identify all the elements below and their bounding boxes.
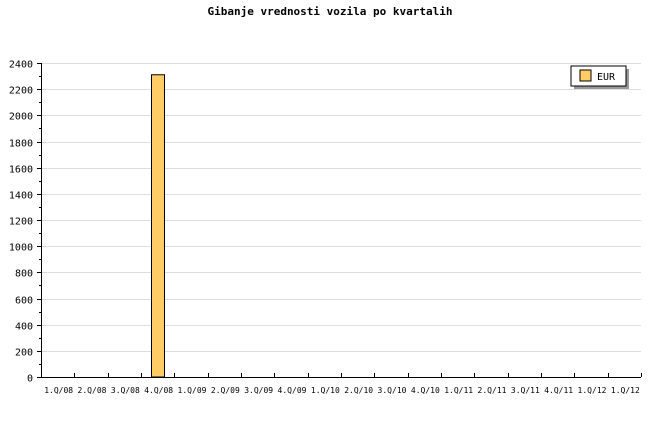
y-tick-label: 1000 [9, 243, 33, 254]
y-tick-label: 2400 [9, 60, 33, 71]
y-tick-label: 600 [15, 296, 33, 307]
y-tick-label: 1800 [9, 139, 33, 150]
x-tick-label: 3.Q/08 [111, 386, 140, 395]
x-tick-label: 1.Q/10 [311, 386, 340, 395]
x-tick-label: 1.Q/09 [178, 386, 207, 395]
y-tick-label: 2200 [9, 86, 33, 97]
x-tick-label: 1.Q/12 [611, 386, 640, 395]
x-tick-label: 1.Q/12 [578, 386, 607, 395]
y-tick-label: 1400 [9, 191, 33, 202]
chart-title: Gibanje vrednosti vozila po kvartalih [207, 5, 452, 18]
y-tick-label: 1600 [9, 165, 33, 176]
axes: 0 200 400 600 800 1000 1200 1400 1600 1800 2000 220… [9, 60, 642, 395]
legend: EUR [570, 65, 629, 89]
x-tick-label: 2.Q/09 [211, 386, 240, 395]
bar-4.Q/08 [151, 74, 165, 378]
x-tick-label: 4.Q/08 [144, 386, 173, 395]
x-tick-label: 4.Q/10 [411, 386, 440, 395]
x-tick-label: 4.Q/11 [544, 386, 573, 395]
y-tick-label: 400 [15, 322, 33, 333]
y-tick-label: 1200 [9, 217, 33, 228]
y-tick-label: 800 [15, 269, 33, 280]
legend-label-eur: EUR [597, 72, 616, 83]
x-tick-label: 1.Q/11 [444, 386, 473, 395]
x-tick-label: 3.Q/09 [244, 386, 273, 395]
y-tick-label: 2000 [9, 112, 33, 123]
x-tick-label: 3.Q/11 [511, 386, 540, 395]
x-tick-label: 2.Q/11 [478, 386, 507, 395]
x-tick-label: 1.Q/08 [44, 386, 73, 395]
gridlines [41, 63, 641, 352]
y-tick-label: 0 [27, 374, 33, 385]
x-tick-label: 2.Q/10 [344, 386, 373, 395]
legend-swatch-eur [579, 69, 592, 82]
x-tick-label: 2.Q/08 [78, 386, 107, 395]
x-tick-label: 3.Q/10 [378, 386, 407, 395]
x-tick-label: 4.Q/09 [278, 386, 307, 395]
y-tick-label: 200 [15, 348, 33, 359]
bars [151, 74, 165, 378]
